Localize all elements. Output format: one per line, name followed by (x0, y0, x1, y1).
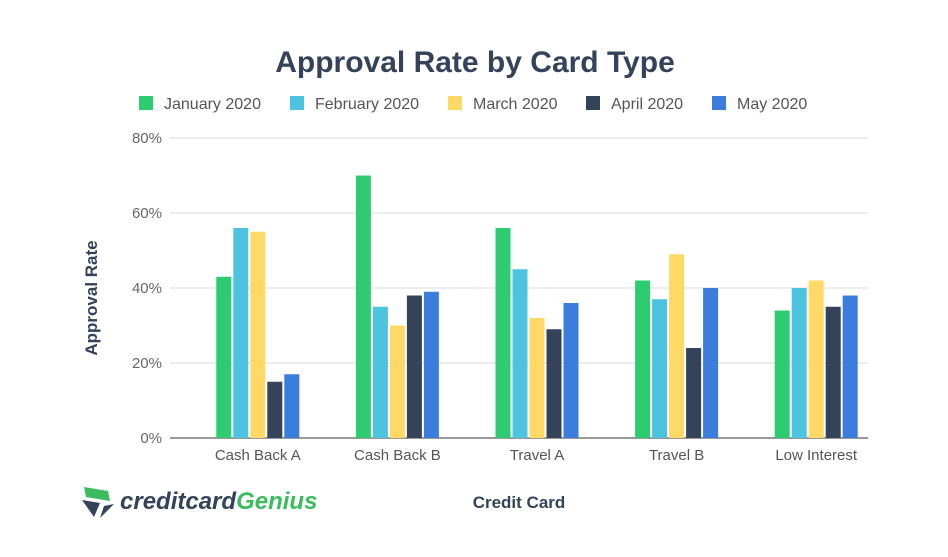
legend-label: March 2020 (473, 96, 558, 113)
bar (529, 318, 545, 438)
bar (355, 175, 371, 438)
legend: January 2020 February 2020 March 2020 April… (139, 96, 807, 113)
bar (233, 228, 249, 438)
y-axis-label: Approval Rate (82, 240, 101, 355)
legend-label: January 2020 (164, 96, 261, 113)
grid: 0% 20% 40% 60% 80% (132, 130, 868, 447)
bar (267, 381, 283, 438)
x-tick-label: Low Interest (775, 447, 858, 464)
x-tick-label: Cash Back A (215, 447, 301, 464)
legend-label: April 2020 (611, 96, 683, 113)
legend-swatch (586, 96, 600, 110)
bar (808, 280, 824, 438)
bar (406, 295, 422, 438)
logo: creditcardGenius (82, 487, 317, 518)
bar (686, 348, 702, 438)
bar (423, 291, 439, 438)
legend-label: May 2020 (737, 96, 807, 113)
bar (216, 276, 232, 438)
bar (372, 306, 388, 438)
bars (216, 175, 858, 438)
logo-mark-left (82, 500, 100, 517)
x-tick-label: Travel A (510, 447, 564, 464)
bar (635, 280, 651, 438)
legend-swatch (290, 96, 304, 110)
x-ticks: Cash Back A Cash Back B Travel A Travel B Lo… (215, 447, 858, 464)
bar (652, 299, 668, 438)
bar (563, 303, 579, 438)
bar (842, 295, 858, 438)
chart-title: Approval Rate by Card Type (275, 46, 675, 79)
legend-label: February 2020 (315, 96, 419, 113)
bar (791, 288, 807, 438)
legend-swatch (448, 96, 462, 110)
bar (669, 254, 685, 438)
bar (825, 306, 841, 438)
legend-swatch (712, 96, 726, 110)
x-tick-label: Cash Back B (354, 447, 441, 464)
bar (774, 310, 790, 438)
y-tick-label: 20% (132, 355, 162, 372)
logo-text: creditcardGenius (120, 488, 317, 515)
bar (546, 329, 562, 438)
bar (250, 231, 266, 438)
x-tick-label: Travel B (649, 447, 704, 464)
legend-swatch (139, 96, 153, 110)
y-tick-label: 40% (132, 280, 162, 297)
bar (284, 374, 300, 438)
y-tick-label: 60% (132, 205, 162, 222)
logo-mark-green (84, 487, 110, 501)
y-tick-label: 0% (140, 430, 162, 447)
bar (495, 228, 511, 438)
logo-mark-right (100, 504, 114, 518)
x-axis-label: Credit Card (473, 493, 566, 512)
bar (703, 288, 719, 438)
bar (512, 269, 528, 438)
bar (389, 325, 405, 438)
y-tick-label: 80% (132, 130, 162, 147)
